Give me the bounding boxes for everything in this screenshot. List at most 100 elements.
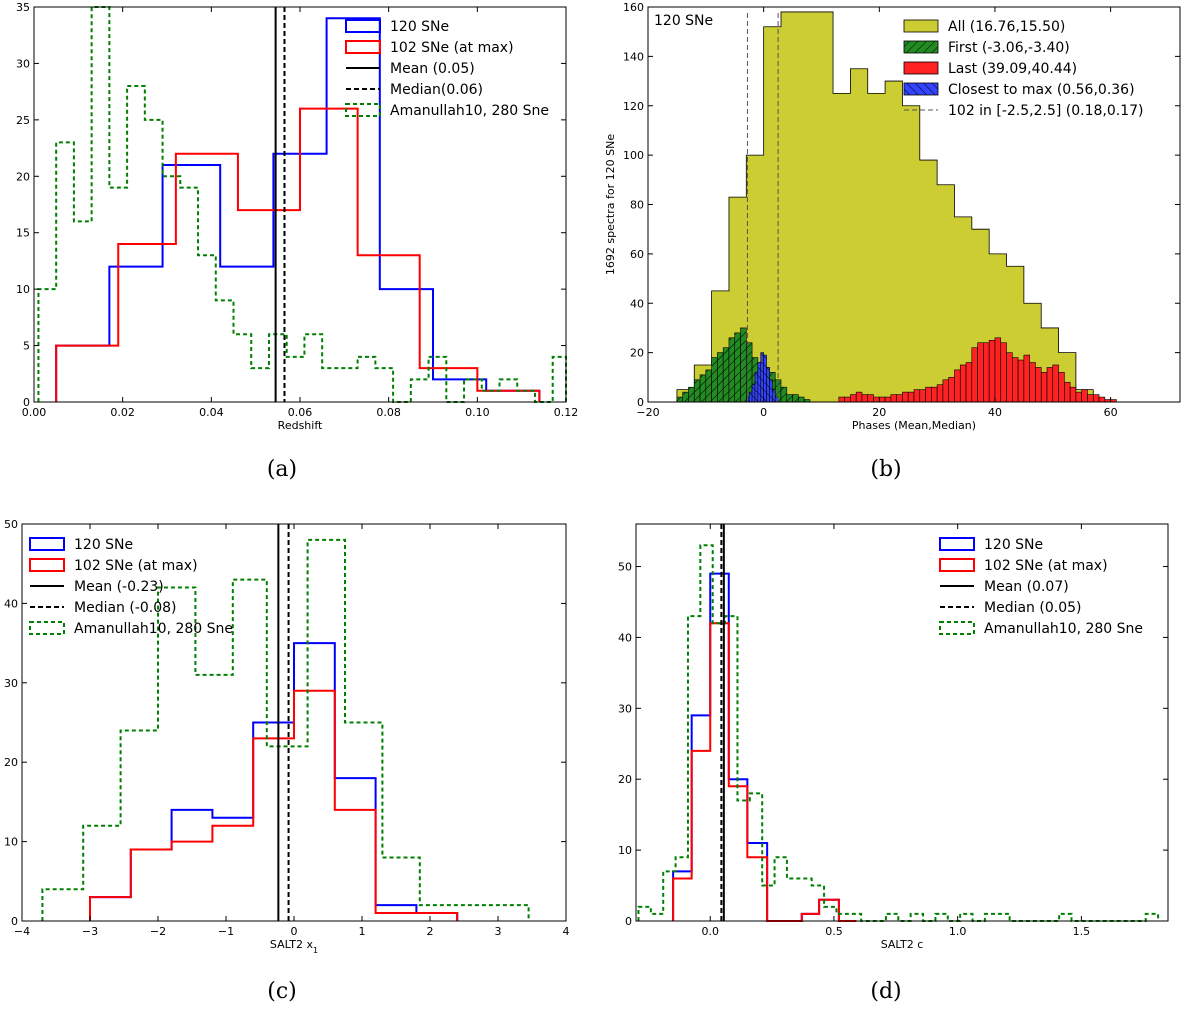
x-tick-label: 0.02 (110, 406, 135, 419)
legend-label: Last (39.09,40.44) (948, 61, 1077, 77)
legend: All (16.76,15.50) First (-3.06,-3.40) Last… (903, 19, 1144, 119)
legend-handle (939, 621, 975, 635)
bar (751, 384, 756, 403)
legend-entry: Median(0.06) (346, 82, 483, 98)
y-axis: 0 10 20 30 40 50 (618, 561, 1168, 928)
bar (948, 377, 955, 403)
x-axis-label: Phases (Mean,Median) (852, 419, 976, 432)
legend-label: Median(0.06) (390, 82, 483, 98)
bar (763, 354, 767, 403)
bar (1081, 389, 1088, 403)
y-tick-label: 20 (16, 170, 30, 183)
legend-handle (903, 82, 939, 96)
bar (682, 391, 689, 403)
x-tick-label: 40 (988, 406, 1002, 419)
legend-handle (345, 40, 381, 54)
x-tick-label: 0 (291, 925, 298, 938)
bar (1012, 357, 1019, 403)
bar (699, 374, 707, 403)
legend-entry: Amanullah10, 280 Sne (345, 103, 549, 119)
legend-handle (29, 621, 65, 635)
legend-handle (29, 558, 65, 572)
bar (1058, 372, 1065, 403)
legend-handle (903, 61, 939, 75)
legend-entry: 120 SNe (939, 537, 1043, 553)
bar (780, 386, 788, 403)
bar (728, 337, 736, 403)
bar (844, 396, 851, 403)
plot-area (41, 524, 530, 921)
y-tick-label: 10 (4, 836, 18, 849)
bar (913, 389, 921, 403)
plot-area (637, 524, 1160, 922)
legend-entry: Mean (0.05) (346, 61, 475, 77)
y-tick-label: 40 (4, 597, 18, 610)
plot-area (676, 11, 1117, 403)
series-120-sne (89, 642, 459, 921)
bar (919, 389, 926, 403)
legend-label: Mean (-0.23) (74, 579, 164, 595)
legend-entry: Mean (-0.23) (30, 579, 164, 595)
y-tick-label: 35 (16, 1, 30, 14)
series-all-16-76-15-50 (676, 11, 1094, 402)
axes-frame (635, 523, 1169, 922)
bar (1006, 352, 1013, 403)
x-tick-label: 0.5 (825, 925, 843, 938)
legend-handle (345, 103, 381, 117)
y-tick-label: 10 (618, 844, 632, 857)
bar (1092, 394, 1100, 403)
y-tick-label: 160 (623, 1, 644, 14)
legend-label: Amanullah10, 280 Sne (74, 621, 233, 637)
x-tick-label: −3 (82, 925, 98, 938)
y-tick-label: 0 (625, 915, 632, 928)
bar (1035, 367, 1042, 403)
legend-entry: Median (-0.08) (30, 600, 177, 616)
bar (977, 342, 984, 403)
legend-entry: 120 SNe (345, 19, 449, 35)
panel-label: (c) (267, 979, 297, 1004)
bar (983, 342, 990, 403)
bar (1029, 362, 1036, 403)
bar (754, 372, 759, 403)
legend-entry: All (16.76,15.50) (903, 19, 1065, 35)
bar (1064, 381, 1071, 403)
legend-label: 120 SNe (74, 537, 133, 553)
bar (769, 379, 773, 403)
x-tick-label: 1.0 (949, 925, 967, 938)
legend-entry: Amanullah10, 280 Sne (29, 621, 233, 637)
bar (942, 379, 949, 403)
legend: 120 SNe 102 SNe (at max) Mean (0.05) Median… (345, 19, 549, 119)
legend-entry: Amanullah10, 280 Sne (939, 621, 1143, 637)
legend-label: Amanullah10, 280 Sne (390, 103, 549, 119)
x-tick-label: 2 (427, 925, 434, 938)
legend-entry: 102 SNe (at max) (939, 558, 1108, 574)
y-tick-label: 140 (623, 50, 644, 63)
panel-label: (d) (870, 979, 901, 1004)
bar (760, 352, 764, 403)
y-tick-label: 0 (637, 396, 644, 409)
x-axis: −20 0 20 40 60 (636, 7, 1118, 419)
bar (676, 396, 683, 403)
y-tick-label: 40 (618, 631, 632, 644)
bar (798, 396, 805, 403)
legend-label: Closest to max (0.56,0.36) (948, 82, 1135, 98)
y-axis: 0 20 40 60 80 100 120 140 160 (623, 1, 1180, 409)
legend: 120 SNe 102 SNe (at max) Mean (-0.23) Media… (29, 537, 233, 637)
y-tick-label: 10 (16, 283, 30, 296)
y-tick-label: 20 (618, 773, 632, 786)
legend-label: 102 in [-2.5,2.5] (0.18,0.17) (948, 103, 1144, 119)
y-axis: 0 5 10 15 20 25 30 35 (16, 1, 566, 409)
y-tick-label: 20 (630, 347, 644, 360)
x-tick-label: 4 (563, 925, 570, 938)
legend-entry: Closest to max (0.56,0.36) (903, 82, 1135, 98)
bar (1023, 354, 1030, 403)
annotation-text: 120 SNe (654, 13, 713, 29)
series-amanullah10-280-sne (37, 6, 567, 403)
panel-label: (a) (267, 457, 297, 482)
y-tick-label: 15 (16, 227, 30, 240)
x-tick-label: 0.0 (701, 925, 719, 938)
legend-label: 102 SNe (at max) (390, 40, 514, 56)
legend-handle (29, 537, 65, 551)
